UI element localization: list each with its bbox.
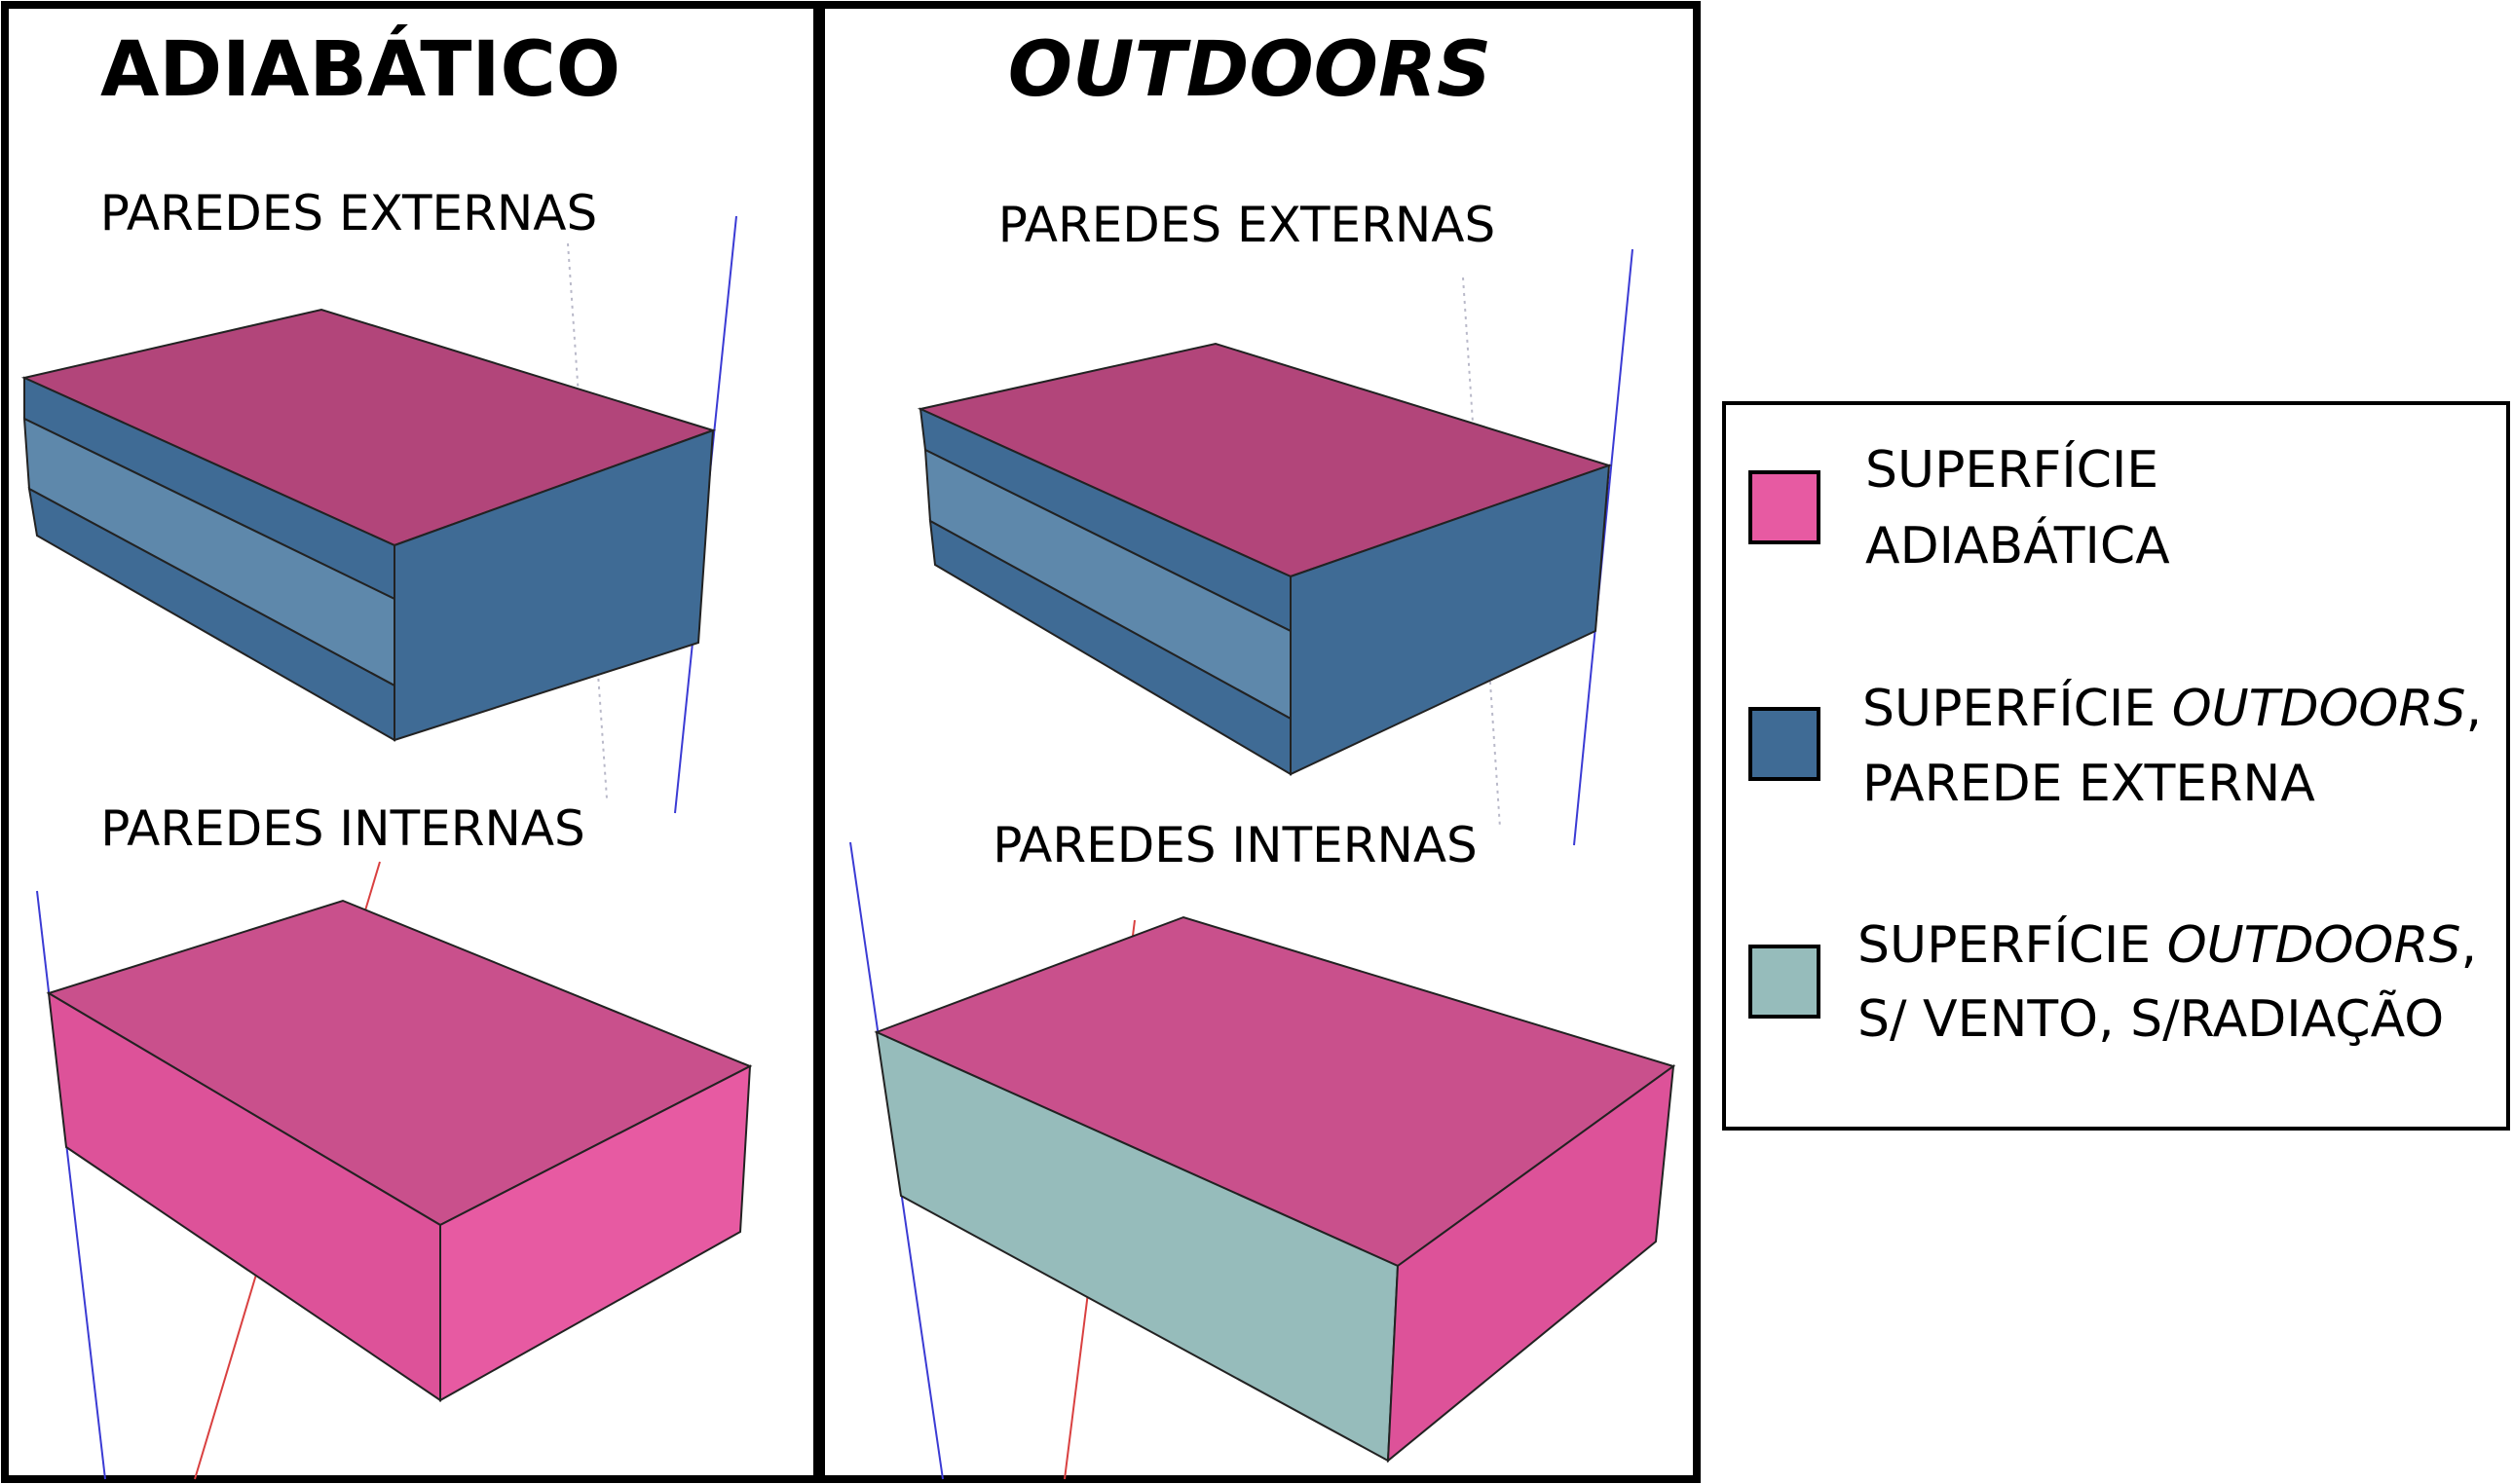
legend-item-2-em: OUTDOORS [2172, 680, 2466, 738]
left-external-walls-block [20, 308, 717, 742]
left-panel-title: ADIABÁTICO [100, 24, 620, 114]
legend-item-3-em: OUTDOORS [2167, 916, 2461, 975]
legend-swatch-outdoors-no-wind [1748, 945, 1820, 1019]
left-panel: ADIABÁTICO PAREDES EXTERNAS PAREDES INTE… [20, 24, 753, 1480]
legend: SUPERFÍCIE ADIABÁTICA SUPERFÍCIE OUTDOOR… [1722, 401, 2510, 1131]
legend-swatch-outdoors-external [1748, 707, 1820, 781]
left-internal-walls-block [46, 899, 753, 1402]
left-axis-line-blue-2 [36, 890, 106, 1480]
legend-item-3-pre: SUPERFÍCIE [1857, 915, 2167, 975]
right-internal-walls-block [874, 915, 1676, 1464]
legend-item-3-line1: SUPERFÍCIE OUTDOORS, [1857, 915, 2477, 975]
legend-item-2-line2: PAREDE EXTERNA [1862, 755, 2315, 813]
legend-item-2-post: , [2465, 680, 2482, 738]
left-ext-front-face [394, 428, 715, 742]
right-panel-title: OUTDOORS [1008, 26, 1491, 114]
left-top-label: PAREDES EXTERNAS [100, 185, 597, 241]
legend-item-1-line1: SUPERFÍCIE [1865, 440, 2158, 500]
legend-item-3-line2: S/ VENTO, S/RADIAÇÃO [1857, 989, 2444, 1049]
right-external-walls-block [917, 342, 1613, 776]
right-int-front-face [1386, 1063, 1675, 1464]
left-bottom-label: PAREDES INTERNAS [100, 800, 585, 857]
right-top-label: PAREDES EXTERNAS [998, 197, 1495, 253]
legend-item-2-pre: SUPERFÍCIE [1862, 679, 2172, 738]
legend-item-2-line1: SUPERFÍCIE OUTDOORS, [1862, 679, 2482, 738]
right-bottom-label: PAREDES INTERNAS [993, 817, 1478, 873]
right-panel: OUTDOORS PAREDES EXTERNAS PAREDES INTERN… [849, 26, 1676, 1480]
legend-swatch-adiabatic [1748, 470, 1820, 544]
left-int-front-face [439, 1064, 752, 1402]
legend-item-3-post: , [2460, 916, 2477, 975]
legend-frame [1722, 401, 2510, 1131]
right-ext-front-face [1290, 464, 1611, 776]
legend-item-1-line2: ADIABÁTICA [1865, 516, 2170, 575]
right-panel-frame [817, 1, 1701, 1483]
